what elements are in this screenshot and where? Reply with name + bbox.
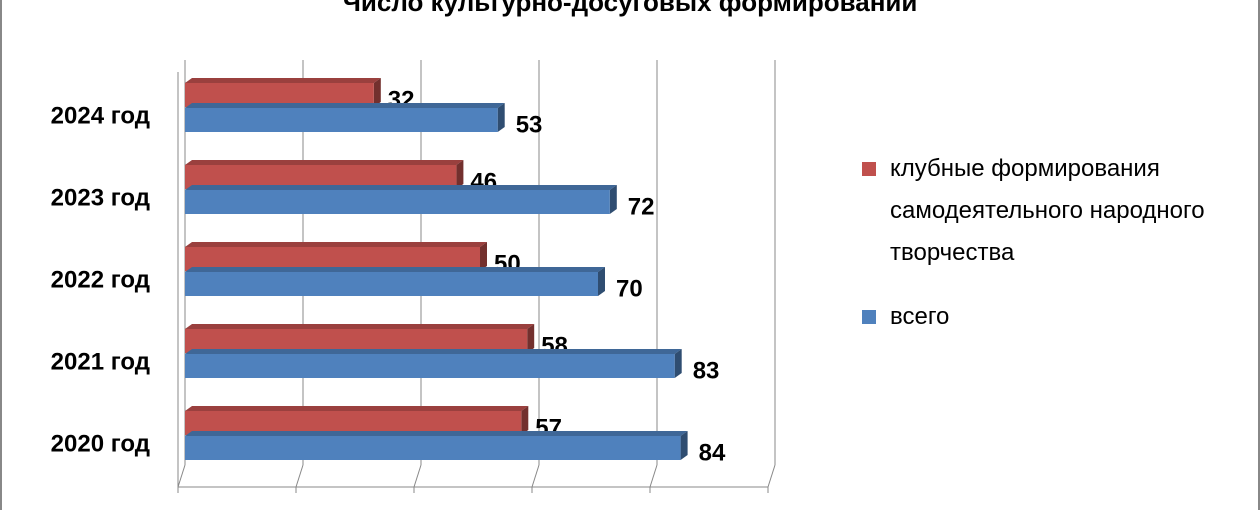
bar [185, 436, 681, 460]
data-label: 83 [693, 357, 720, 384]
bar-side [527, 324, 535, 353]
bar-top [185, 160, 464, 165]
y-tick-label: 2023 год [51, 184, 150, 211]
chart-title: Число культурно-досуговых формирований [343, 0, 918, 17]
bar-side [456, 160, 464, 189]
bar-top [185, 349, 682, 354]
bar-side [521, 406, 529, 435]
bar-top [185, 242, 487, 247]
grid-line [767, 464, 776, 488]
bar-top [185, 324, 535, 329]
bar-side [480, 242, 487, 271]
bar-side [598, 267, 605, 296]
grid-line [649, 464, 658, 488]
y-tick-label: 2020 год [51, 430, 150, 457]
bar-top [185, 78, 381, 83]
legend-item: клубные формирования самодеятельного нар… [862, 148, 1242, 274]
legend-item: всего [862, 296, 1242, 338]
bar-side [680, 431, 688, 460]
grid-line [177, 464, 186, 488]
legend-swatch [862, 162, 876, 176]
bar-top [185, 103, 505, 108]
legend: клубные формирования самодеятельного нар… [862, 148, 1242, 360]
data-label: 53 [516, 111, 543, 138]
bar-top [185, 406, 529, 411]
bar-side [497, 103, 505, 132]
legend-swatch [862, 310, 876, 324]
bar [185, 354, 675, 378]
data-label: 72 [628, 193, 655, 220]
legend-label: клубные формирования самодеятельного нар… [890, 155, 1205, 266]
bar [185, 190, 610, 214]
legend-label: всего [890, 303, 950, 330]
bar [185, 108, 498, 132]
y-tick-label: 2022 год [51, 266, 150, 293]
bar-side [609, 185, 617, 214]
grid-line [295, 464, 304, 488]
bar [185, 272, 598, 296]
y-tick-label: 2024 год [51, 102, 150, 129]
bar-top [185, 267, 605, 272]
bar-top [185, 185, 617, 190]
bar-top [185, 431, 688, 436]
data-label: 84 [699, 439, 726, 466]
grid-line [413, 464, 422, 488]
grid-line [531, 464, 540, 488]
bar-side [674, 349, 682, 378]
bar-side [373, 78, 381, 107]
y-tick-label: 2021 год [51, 348, 150, 375]
data-label: 70 [616, 275, 643, 302]
